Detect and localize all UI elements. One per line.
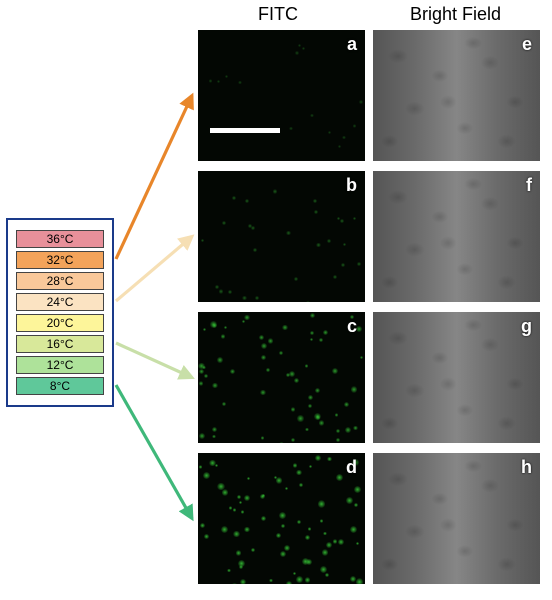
brightfield-panel: f [373,171,540,302]
brightfield-panel: e [373,30,540,161]
panel-label: c [347,316,357,337]
brightfield-panel: g [373,312,540,443]
arrow [116,385,192,519]
panel-label: b [346,175,357,196]
image-grid: a e b f c g d h [198,30,540,594]
legend-label: 12°C [47,358,74,372]
panel-label: h [521,457,532,478]
panel-label: d [346,457,357,478]
legend-label: 28°C [47,274,74,288]
temperature-legend: 36°C 32°C 28°C 24°C 20°C 16°C 12°C 8°C [6,218,114,407]
panel-label: f [526,175,532,196]
arrow [116,96,192,260]
col-header-fitc: FITC [258,4,298,25]
legend-row: 16°C [16,335,104,353]
col-header-brightfield: Bright Field [410,4,501,25]
legend-row: 12°C [16,356,104,374]
legend-row: 28°C [16,272,104,290]
legend-label: 24°C [47,295,74,309]
column-headers: FITC Bright Field [0,4,552,30]
panel-label: g [521,316,532,337]
legend-row: 36°C [16,230,104,248]
fitc-panel: b [198,171,365,302]
arrow [116,237,192,302]
fitc-panel: a [198,30,365,161]
legend-label: 8°C [50,379,70,393]
scale-bar [210,128,280,133]
fitc-panel: c [198,312,365,443]
panel-label: e [522,34,532,55]
legend-row: 32°C [16,251,104,269]
legend-label: 36°C [47,232,74,246]
arrow [116,343,192,378]
legend-label: 32°C [47,253,74,267]
legend-row: 20°C [16,314,104,332]
brightfield-panel: h [373,453,540,584]
fitc-panel: d [198,453,365,584]
legend-row: 24°C [16,293,104,311]
legend-label: 20°C [47,316,74,330]
legend-label: 16°C [47,337,74,351]
panel-label: a [347,34,357,55]
legend-row: 8°C [16,377,104,395]
